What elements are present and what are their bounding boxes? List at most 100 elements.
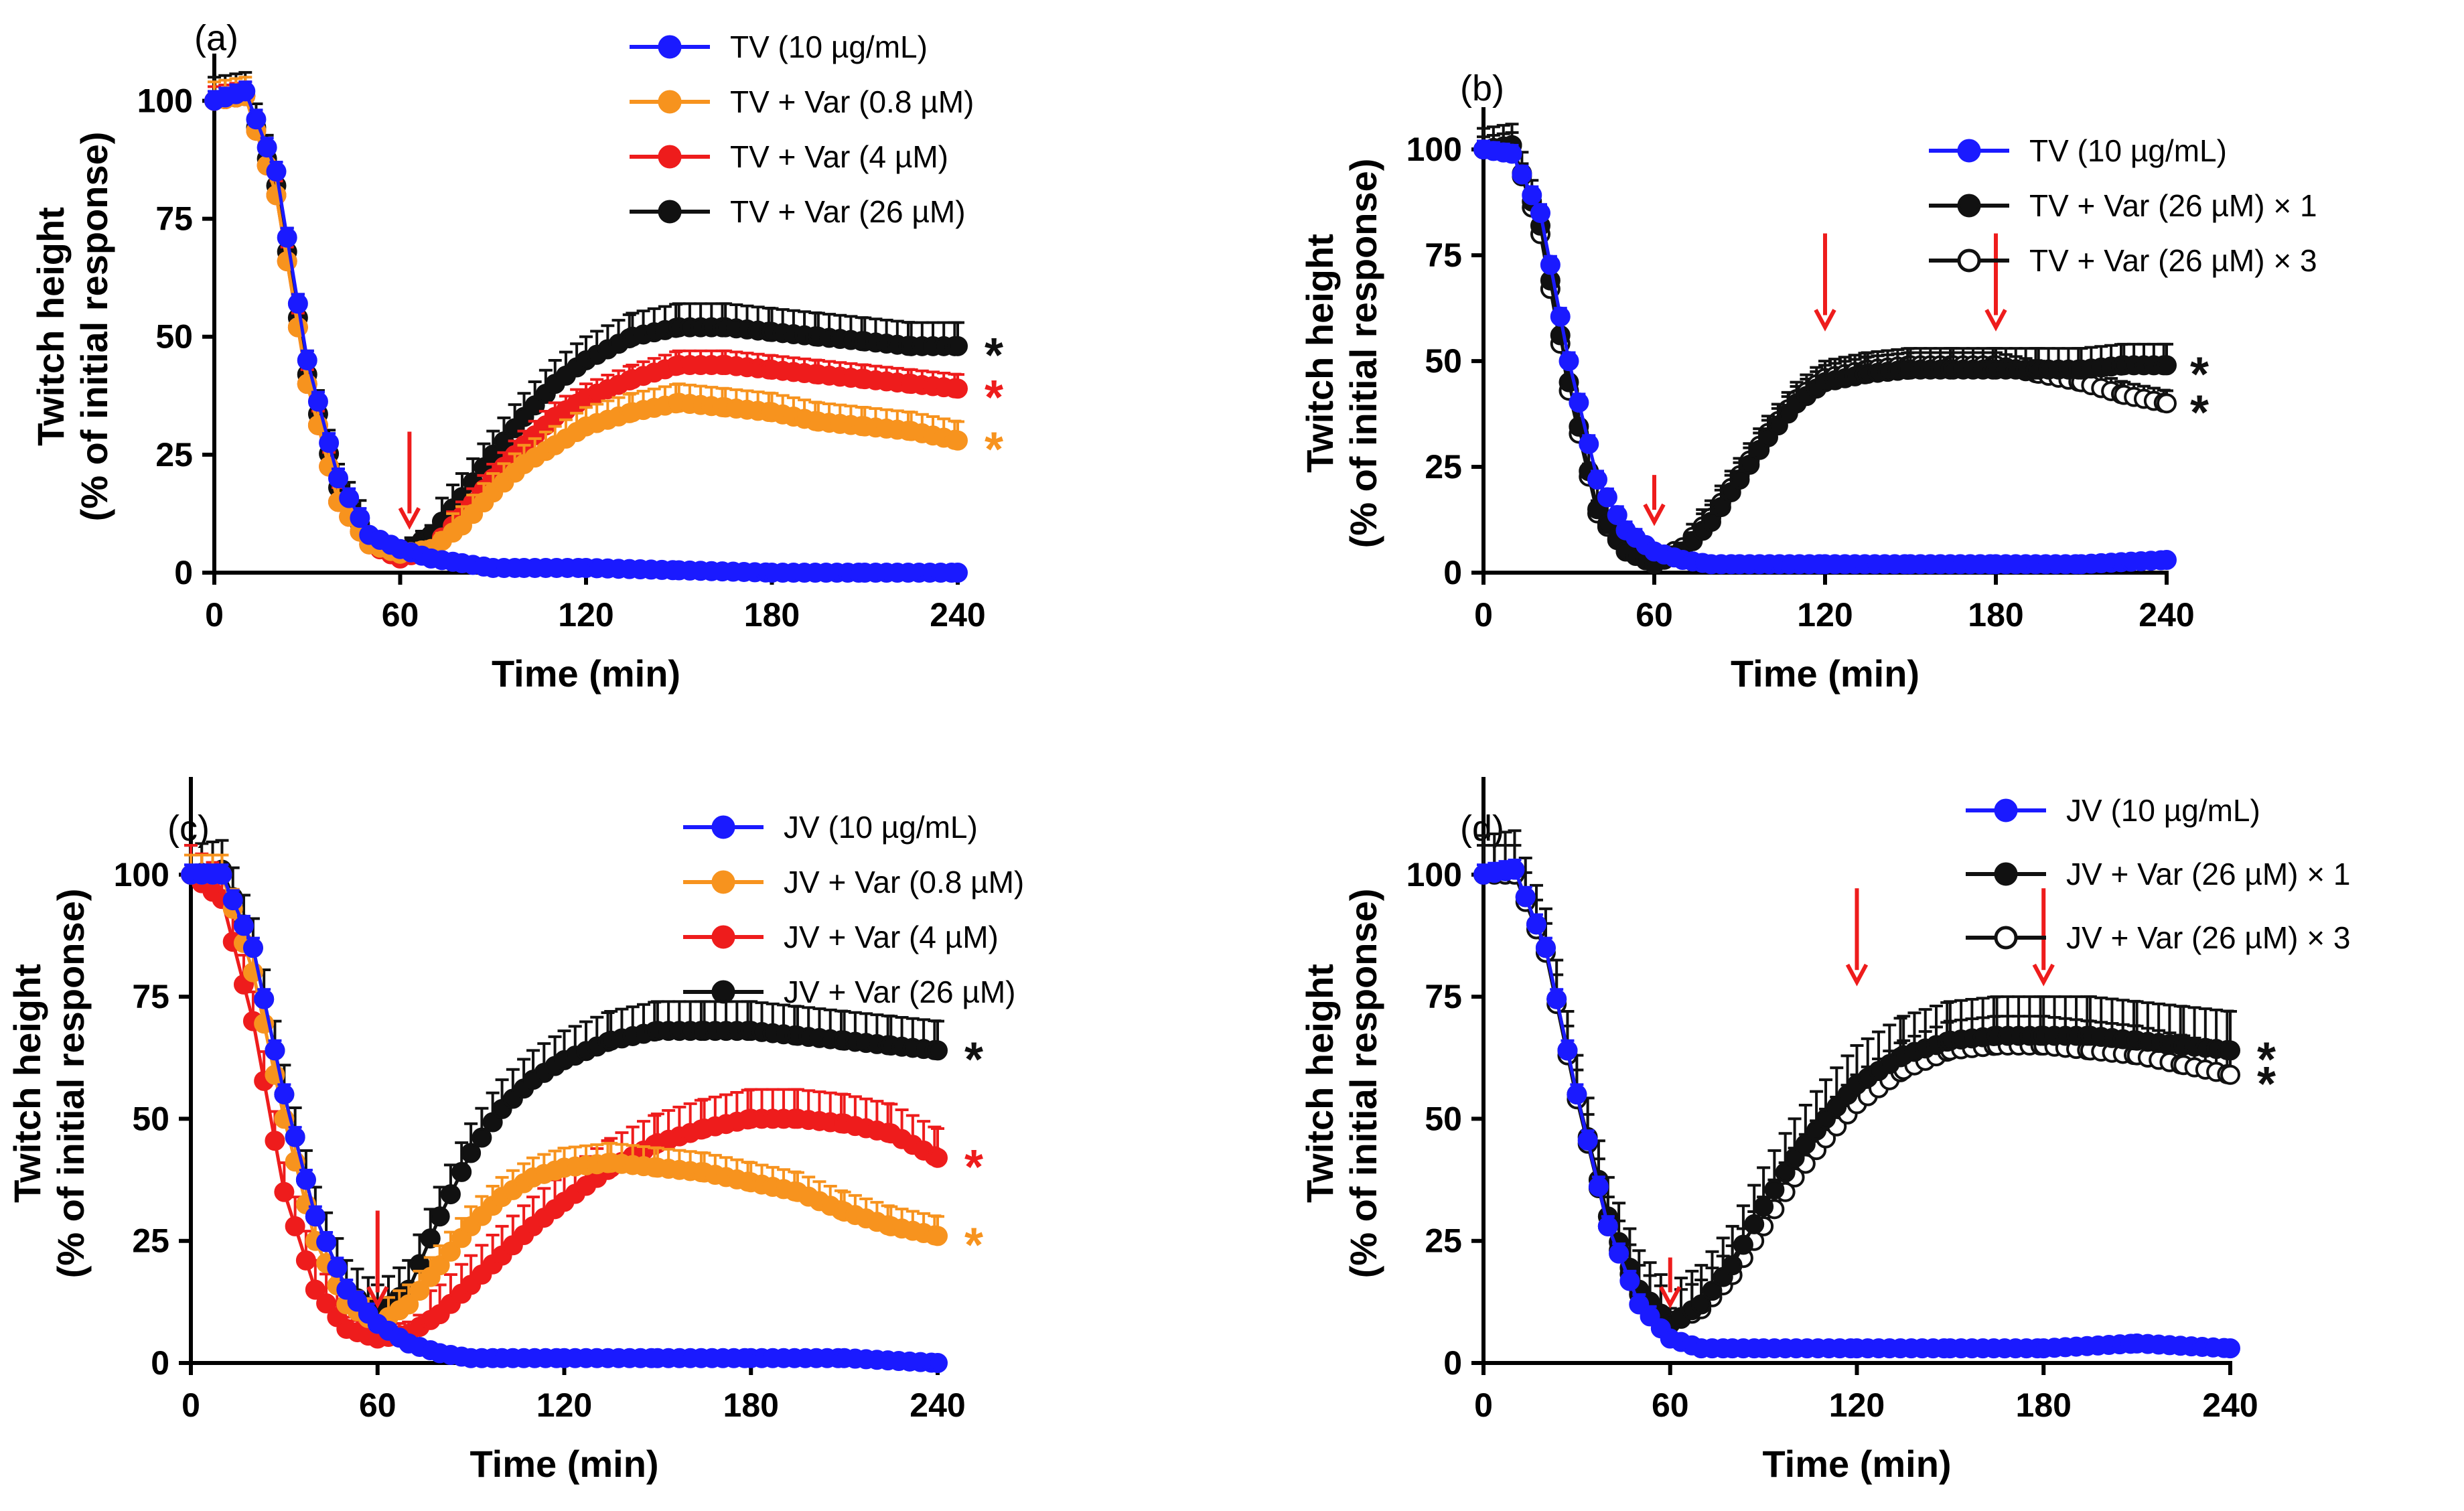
data-point <box>222 890 243 911</box>
red-arrow <box>398 431 421 530</box>
data-point <box>1504 859 1525 880</box>
panel-label: (a) <box>194 18 238 58</box>
data-point <box>948 336 968 356</box>
data-point <box>1567 1084 1587 1104</box>
data-point <box>295 1250 316 1271</box>
legend-label: TV + Var (4 µM) <box>730 139 948 174</box>
legend-label: JV (10 µg/mL) <box>784 810 978 845</box>
data-point <box>328 468 348 489</box>
legend-label: JV + Var (26 µM) <box>784 975 1015 1009</box>
legend-marker <box>711 925 735 949</box>
significance-star: * <box>2190 386 2209 439</box>
legend-label: JV + Var (4 µM) <box>784 920 999 954</box>
legend-label: TV + Var (26 µM) × 1 <box>2029 188 2317 223</box>
red-arrow <box>1643 475 1666 526</box>
y-axis-title-line2: (% of initial response) <box>50 889 92 1279</box>
data-point <box>1559 351 1579 372</box>
chart-panel-1: (a) 0 60 120 180 240 0 25 50 75 100 Time (min) Twitc… <box>29 18 1003 695</box>
data-point <box>1744 1214 1765 1234</box>
data-point <box>246 109 267 130</box>
data-point <box>233 916 254 936</box>
legend-marker <box>658 90 682 114</box>
significance-star: * <box>964 1141 983 1194</box>
legend-label: TV + Var (26 µM) <box>730 194 966 229</box>
x-tick-label: 60 <box>1652 1386 1689 1424</box>
y-tick-label: 100 <box>1406 131 1462 168</box>
data-point <box>295 1169 316 1190</box>
legend-marker <box>711 815 735 839</box>
legend-entry-2: JV + Var (26 µM) × 1 <box>1966 857 2350 891</box>
panel-label: (b) <box>1460 68 1504 109</box>
significance-star: * <box>985 423 1003 477</box>
significance-star: * <box>985 329 1003 382</box>
x-tick-label: 120 <box>1829 1386 1885 1424</box>
data-point <box>316 1293 337 1314</box>
data-point <box>928 1147 948 1168</box>
data-point <box>461 1143 482 1163</box>
red-arrow <box>1814 233 1836 332</box>
y-tick-label: 100 <box>1406 856 1462 893</box>
data-point <box>1515 887 1536 908</box>
legend-label: TV + Var (0.8 µM) <box>730 84 974 119</box>
x-tick-label: 180 <box>1968 596 2023 634</box>
data-point <box>948 378 968 399</box>
data-point <box>316 1232 337 1252</box>
data-point <box>1535 938 1556 958</box>
data-point <box>2157 550 2177 571</box>
legend-label: TV (10 µg/mL) <box>2029 133 2227 168</box>
significance-star: * <box>964 1218 983 1272</box>
red-arrow <box>2032 888 2055 987</box>
data-point <box>1764 1179 1785 1200</box>
x-tick-label: 240 <box>2139 596 2194 634</box>
arrow-head <box>1814 309 1836 332</box>
data-point <box>472 1127 492 1148</box>
data-point <box>1607 505 1627 526</box>
data-point <box>1577 1130 1598 1151</box>
legend-entry-3: JV + Var (26 µM) × 3 <box>1966 920 2350 955</box>
y-axis-title-line2: (% of initial response) <box>73 132 115 522</box>
x-tick-label: 0 <box>182 1386 200 1424</box>
y-axis-title-line2: (% of initial response) <box>1342 159 1384 549</box>
x-tick-label: 180 <box>723 1386 779 1424</box>
legend-marker <box>711 980 735 1004</box>
data-point <box>274 1084 295 1104</box>
data-point <box>1587 470 1607 490</box>
series-1 <box>1473 858 2240 1359</box>
y-tick-label: 50 <box>1425 342 1462 380</box>
y-tick-label: 100 <box>137 82 193 119</box>
y-axis-title: Twitch height <box>6 964 48 1203</box>
data-point <box>307 391 328 412</box>
legend-marker <box>658 200 682 224</box>
data-point <box>265 1131 285 1151</box>
legend-entry-1: TV (10 µg/mL) <box>1929 133 2227 168</box>
data-point <box>1795 1134 1816 1155</box>
data-point <box>1569 392 1589 413</box>
legend-marker <box>711 870 735 894</box>
legend-marker <box>1957 139 1981 163</box>
data-point <box>1588 1176 1609 1197</box>
y-axis-title-line2: (% of initial response) <box>1342 889 1384 1279</box>
data-point <box>1775 1162 1796 1183</box>
arrow-head <box>366 1286 389 1309</box>
data-point <box>1729 470 1750 490</box>
data-point <box>928 1226 948 1246</box>
y-tick-label: 50 <box>1425 1100 1462 1137</box>
data-point <box>277 227 297 248</box>
data-point <box>1702 1281 1723 1301</box>
data-point <box>1753 1196 1774 1217</box>
x-tick-label: 0 <box>205 596 224 634</box>
legend-entry-4: JV + Var (26 µM) <box>683 975 1015 1009</box>
data-point <box>1546 989 1567 1009</box>
data-point <box>242 938 263 958</box>
data-point <box>319 433 340 453</box>
series-1 <box>1473 139 2177 575</box>
data-point <box>2157 393 2177 414</box>
y-tick-label: 75 <box>155 200 193 238</box>
significance-star: * <box>985 371 1003 425</box>
data-point <box>1691 1294 1712 1315</box>
data-point <box>429 1206 450 1227</box>
data-point <box>420 1228 441 1249</box>
y-tick-label: 0 <box>174 554 193 591</box>
data-point <box>1557 1040 1578 1061</box>
x-tick-label: 180 <box>2016 1386 2072 1424</box>
